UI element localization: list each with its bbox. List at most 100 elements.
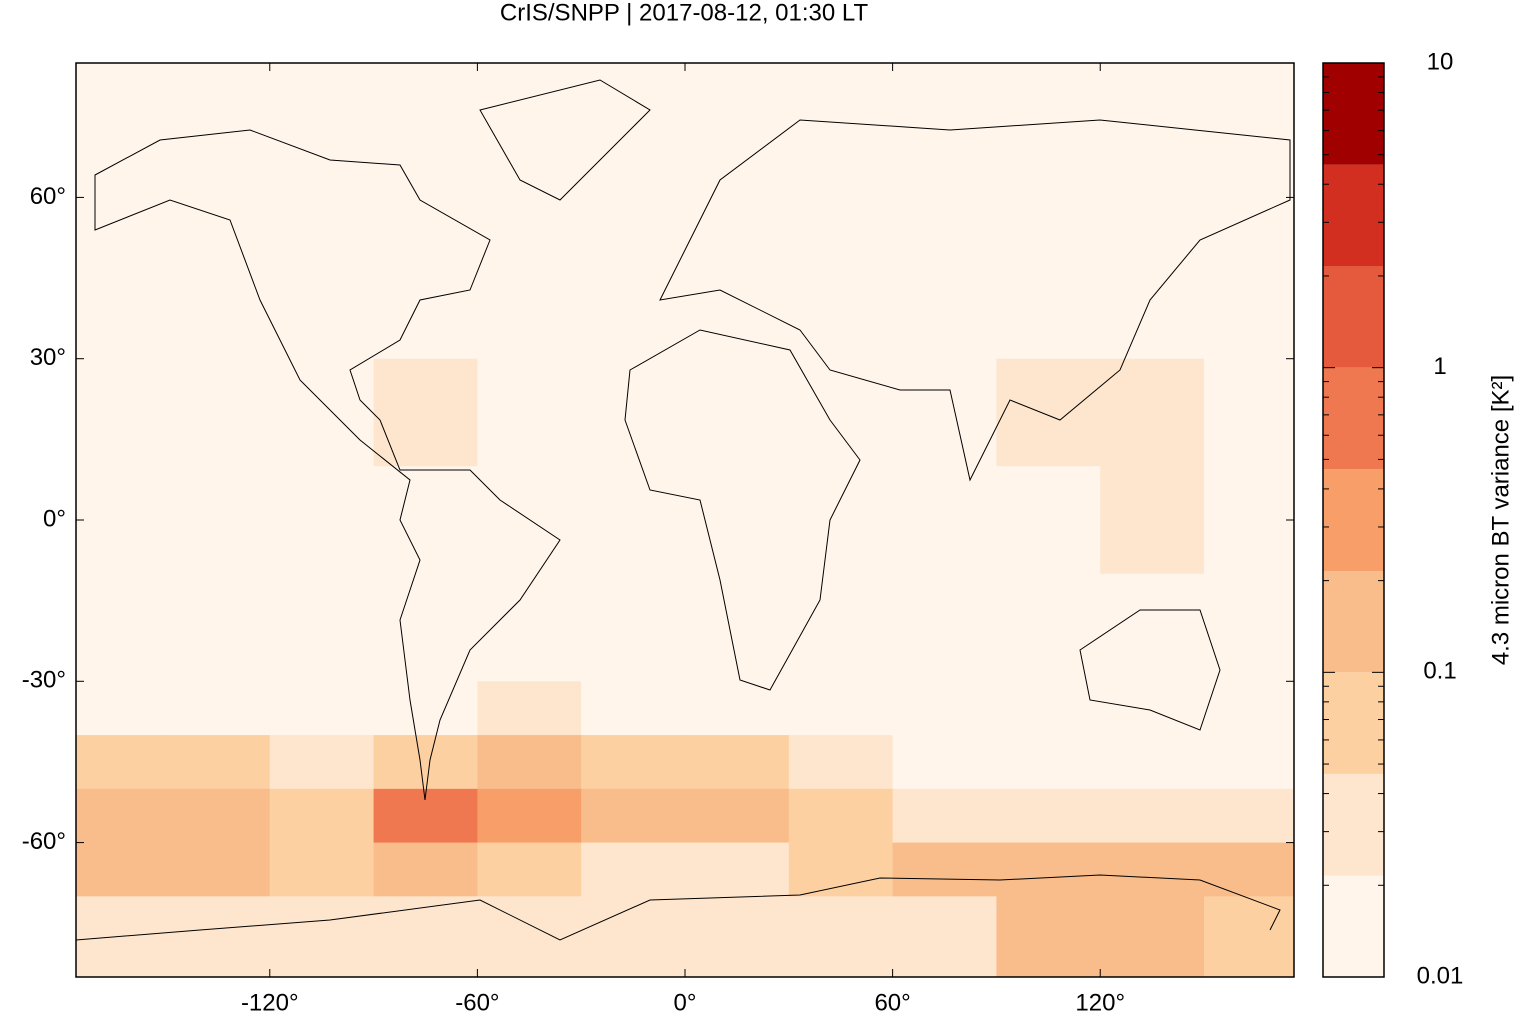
- heatmap-cell: [1204, 251, 1295, 360]
- coastlines: [75, 79, 1291, 941]
- heatmap-cell: [76, 358, 167, 467]
- colorbar-band: [1323, 367, 1384, 470]
- heatmap-cell: [892, 358, 997, 467]
- heatmap-cell: [685, 896, 790, 978]
- heatmap-cell: [685, 681, 790, 736]
- heatmap-cell: [373, 735, 478, 790]
- heatmap-cell: [892, 788, 997, 844]
- heatmap-cell: [76, 788, 167, 844]
- heatmap-cell: [996, 842, 1101, 897]
- heatmap-cell: [685, 788, 790, 844]
- heatmap-cell: [76, 63, 167, 145]
- heatmap-cell: [1100, 251, 1205, 360]
- heatmap-cell: [892, 251, 997, 360]
- heatmap-cell: [685, 358, 790, 467]
- colorbar-tick-label: 0.1: [1423, 658, 1456, 685]
- y-tick-label: -30°: [22, 667, 66, 694]
- heatmap-cell: [892, 573, 997, 682]
- heatmap-cell: [477, 896, 582, 978]
- colorbar: [1323, 63, 1384, 977]
- heatmap-cell: [1100, 466, 1205, 575]
- heatmap-cell: [581, 788, 686, 844]
- heatmap-cell: [269, 735, 375, 790]
- heatmap-cell: [76, 842, 167, 897]
- heatmap-cell: [581, 842, 686, 897]
- y-tick-label: 60°: [30, 183, 66, 210]
- y-tick-label: -60°: [22, 828, 66, 855]
- heatmap-cell: [581, 466, 686, 575]
- heatmap-cell: [1100, 681, 1205, 736]
- heatmap-cell: [581, 143, 686, 252]
- heatmap-cell: [892, 466, 997, 575]
- heatmap-cell: [1204, 735, 1295, 790]
- heatmap-cell: [373, 143, 478, 252]
- heatmap-cell: [269, 63, 375, 145]
- heatmap-cell: [76, 681, 167, 736]
- colorbar-band: [1323, 266, 1384, 368]
- heatmap-cell: [76, 143, 167, 252]
- heatmap-cell: [685, 143, 790, 252]
- heatmap-cell: [1204, 573, 1295, 682]
- heatmap-cell: [1204, 842, 1295, 897]
- heatmap-cell: [477, 842, 582, 897]
- heatmap-cell: [165, 735, 271, 790]
- heatmap-cell: [373, 466, 478, 575]
- colorbar-tick-label: 0.01: [1417, 962, 1464, 989]
- heatmap-cell: [1100, 143, 1205, 252]
- heatmap-cell: [477, 63, 582, 145]
- heatmap-cell: [477, 788, 582, 844]
- colorbar-tick-label: 1: [1433, 353, 1446, 380]
- heatmap-cell: [269, 358, 375, 467]
- colorbar-band: [1323, 672, 1384, 774]
- heatmap-cell: [165, 842, 271, 897]
- colorbar-band: [1323, 469, 1384, 572]
- colorbar-tick-label: 10: [1427, 48, 1454, 75]
- heatmap-cell: [788, 358, 894, 467]
- heatmap-cell: [1204, 143, 1295, 252]
- heatmap-cell: [996, 573, 1101, 682]
- heatmap-cell: [1100, 735, 1205, 790]
- heatmap-cell: [685, 466, 790, 575]
- colorbar-frame: [1322, 62, 1385, 978]
- heatmap-cell: [1204, 788, 1295, 844]
- heatmap-cell: [1204, 358, 1295, 467]
- heatmap-cell: [996, 735, 1101, 790]
- colorbar-band: [1323, 773, 1384, 876]
- eurasia-coast: [659, 119, 1291, 482]
- heatmap-cell: [477, 143, 582, 252]
- heatmap-cell: [892, 143, 997, 252]
- heatmap-cell: [1204, 63, 1295, 145]
- colorbar-band: [1323, 571, 1384, 673]
- x-tick-label: 0°: [674, 989, 697, 1016]
- heatmap-cell: [685, 63, 790, 145]
- heatmap-cell: [581, 573, 686, 682]
- heatmap-cell: [76, 251, 167, 360]
- y-tick-label: 30°: [30, 344, 66, 371]
- heatmap-cell: [892, 63, 997, 145]
- greenland-coast: [479, 79, 651, 201]
- heatmap-cell: [788, 735, 894, 790]
- colorbar-band: [1323, 63, 1384, 165]
- heatmap-cell: [269, 788, 375, 844]
- heatmap-cell: [373, 251, 478, 360]
- heatmap-cell: [1204, 681, 1295, 736]
- heatmap-cell: [1100, 573, 1205, 682]
- heatmap-cell: [788, 63, 894, 145]
- heatmap-cell: [76, 896, 167, 978]
- heatmap-cell: [373, 358, 478, 467]
- heatmap-cell: [76, 466, 167, 575]
- heatmap-cell: [477, 251, 582, 360]
- heatmap-cell: [1100, 896, 1205, 978]
- heatmap-cell: [165, 143, 271, 252]
- heatmap-cell: [581, 681, 686, 736]
- heatmap-cell: [685, 735, 790, 790]
- heatmap-cell: [788, 681, 894, 736]
- heatmap-cell: [996, 143, 1101, 252]
- heatmap-cell: [373, 681, 478, 736]
- antarctica-coast: [75, 874, 1281, 941]
- heatmap-cell: [269, 251, 375, 360]
- heatmap-cell: [269, 143, 375, 252]
- heatmap-cell: [477, 358, 582, 467]
- heatmap-cell: [996, 63, 1101, 145]
